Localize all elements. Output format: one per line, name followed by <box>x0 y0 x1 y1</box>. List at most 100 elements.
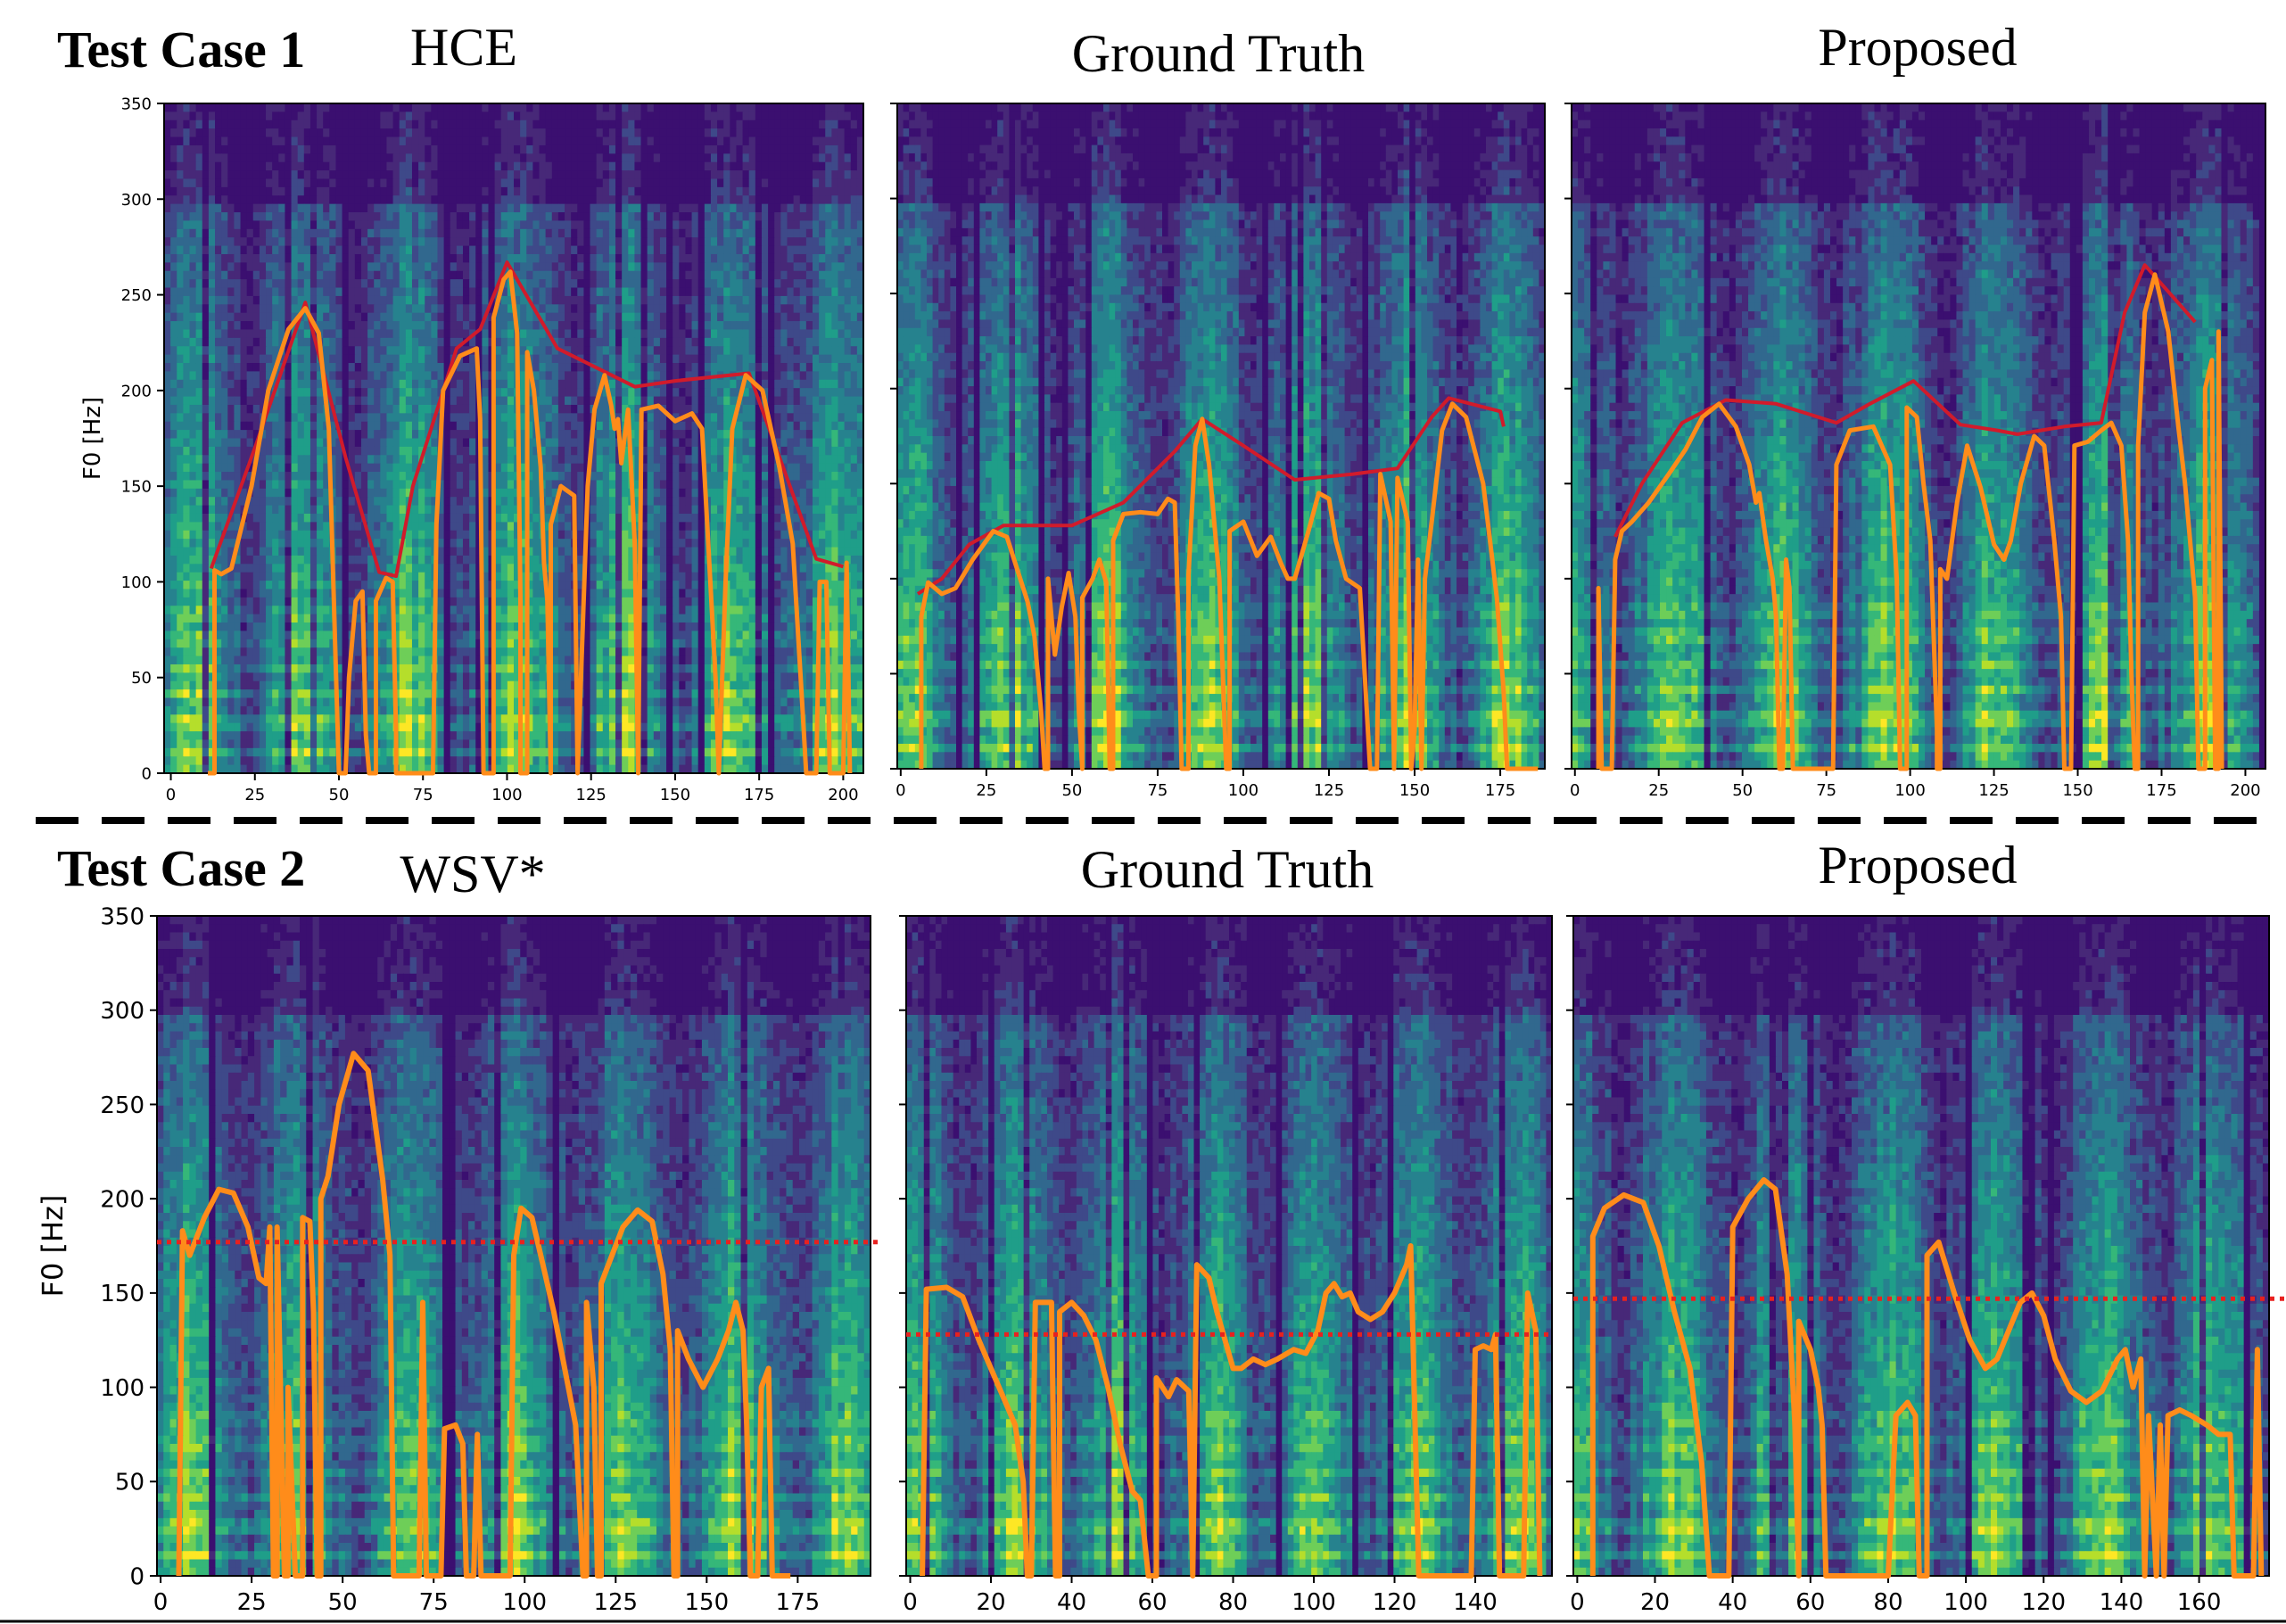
x-tick-label: 0 <box>903 1589 918 1616</box>
y-tick-label: 150 <box>100 1281 144 1307</box>
x-tick-label: 50 <box>329 786 350 804</box>
panel-title-proposed-2: Proposed <box>1818 836 2017 894</box>
x-tick-label: 50 <box>1061 781 1082 800</box>
x-tick-label: 40 <box>1057 1589 1086 1616</box>
envelope-line <box>1613 263 2197 538</box>
x-tick-label: 20 <box>1640 1589 1670 1616</box>
x-tick-label: 100 <box>1944 1589 1988 1616</box>
f0-contour <box>208 269 853 776</box>
x-tick-label: 0 <box>166 786 176 804</box>
x-tick-label: 125 <box>1314 781 1344 800</box>
y-tick-label: 50 <box>115 1470 144 1496</box>
x-tick-label: 160 <box>2177 1589 2222 1616</box>
f0-contour <box>1596 272 2224 771</box>
x-tick-label: 0 <box>1570 781 1580 800</box>
f0-contour <box>176 1051 791 1579</box>
axes-frame <box>896 103 1546 770</box>
axes-frame <box>163 103 864 774</box>
panel-c0p0: 0 50 100 150 200 250 300 350 0 25 50 75 100 125 150 175… <box>79 95 864 804</box>
x-tick-label: 150 <box>685 1589 730 1616</box>
panel-title-hce: HCE <box>410 18 517 77</box>
x-tick-label: 100 <box>1228 781 1259 800</box>
x-tick-label: 120 <box>2021 1589 2066 1616</box>
y-tick-label: 350 <box>121 95 152 113</box>
x-tick-label: 120 <box>1373 1589 1417 1616</box>
spectrogram-c0p1 <box>897 103 1545 769</box>
y-tick-label: 300 <box>100 998 144 1025</box>
envelope-line <box>916 396 1506 596</box>
x-tick-label: 25 <box>237 1589 267 1616</box>
x-tick-label: 0 <box>153 1589 169 1616</box>
y-tick-label: 0 <box>129 1563 144 1590</box>
x-tick-label: 125 <box>1978 781 2009 800</box>
panel-c1p2: 0 20 40 60 80 100 120 140 160 <box>1566 915 2286 1616</box>
x-tick-label: 50 <box>1732 781 1753 800</box>
y-tick-label: 100 <box>121 573 152 592</box>
y-tick-label: 150 <box>121 478 152 497</box>
x-tick-label: 125 <box>576 786 607 804</box>
x-tick-label: 100 <box>502 1589 547 1616</box>
y-axis-label: F0 [Hz] <box>79 397 106 480</box>
x-tick-label: 60 <box>1137 1589 1167 1616</box>
x-tick-label: 80 <box>1873 1589 1902 1616</box>
x-tick-label: 25 <box>1648 781 1669 800</box>
spectrogram-c0p0 <box>164 103 863 773</box>
f0-contour <box>920 1243 1543 1579</box>
panel-c1p0: 0 50 100 150 200 250 300 350 0 25 50 75 100 125 150 175… <box>36 903 878 1616</box>
x-tick-label: 125 <box>593 1589 638 1616</box>
test-case-1-label: Test Case 1 <box>57 21 305 78</box>
x-tick-label: 25 <box>976 781 996 800</box>
x-tick-label: 150 <box>660 786 690 804</box>
x-tick-label: 20 <box>976 1589 1005 1616</box>
test-case-2-label: Test Case 2 <box>57 839 305 897</box>
x-tick-label: 40 <box>1718 1589 1747 1616</box>
x-tick-label: 140 <box>1453 1589 1498 1616</box>
y-tick-label: 50 <box>131 669 152 688</box>
y-tick-label: 250 <box>121 286 152 305</box>
y-tick-label: 350 <box>100 903 144 930</box>
x-tick-label: 75 <box>419 1589 449 1616</box>
panel-title-proposed-1: Proposed <box>1818 18 2017 77</box>
panel-title-wsv: WSV* <box>400 845 545 903</box>
x-tick-label: 75 <box>413 786 433 804</box>
x-tick-label: 50 <box>328 1589 358 1616</box>
x-tick-label: 75 <box>1147 781 1168 800</box>
x-tick-label: 80 <box>1218 1589 1248 1616</box>
x-tick-label: 75 <box>1816 781 1836 800</box>
y-tick-label: 300 <box>121 191 152 210</box>
y-tick-label: 0 <box>142 764 152 783</box>
x-tick-label: 175 <box>744 786 774 804</box>
x-tick-label: 175 <box>2146 781 2176 800</box>
panel-c0p2: 0 25 50 75 100 125 150 175 200 <box>1564 103 2266 800</box>
x-tick-label: 200 <box>828 786 858 804</box>
f0-contour <box>919 401 1539 771</box>
x-tick-label: 0 <box>1570 1589 1585 1616</box>
panel-c1p1: 0 20 40 60 80 100 120 140 <box>899 915 1553 1616</box>
y-axis-label: F0 [Hz] <box>36 1195 70 1298</box>
axes-frame <box>156 915 871 1577</box>
x-tick-label: 100 <box>491 786 522 804</box>
x-tick-label: 100 <box>1292 1589 1336 1616</box>
f0-contour <box>1589 1177 2265 1579</box>
y-tick-label: 100 <box>100 1375 144 1402</box>
x-tick-label: 25 <box>244 786 265 804</box>
x-tick-label: 175 <box>776 1589 821 1616</box>
axes-frame <box>905 915 1553 1577</box>
x-tick-label: 0 <box>895 781 905 800</box>
panel-title-ground-truth-2: Ground Truth <box>1081 840 1374 899</box>
x-tick-label: 200 <box>2230 781 2260 800</box>
x-tick-label: 140 <box>2100 1589 2144 1616</box>
x-tick-label: 150 <box>1399 781 1430 800</box>
axes-frame <box>1571 103 2266 770</box>
x-tick-label: 150 <box>2062 781 2092 800</box>
panel-c0p1: 0 25 50 75 100 125 150 175 <box>890 103 1546 800</box>
x-tick-label: 100 <box>1894 781 1925 800</box>
spectrogram-c1p1 <box>906 916 1552 1576</box>
x-tick-label: 60 <box>1795 1589 1825 1616</box>
y-tick-label: 200 <box>100 1187 144 1214</box>
panel-title-ground-truth-1: Ground Truth <box>1072 24 1365 83</box>
y-tick-label: 250 <box>100 1092 144 1119</box>
y-tick-label: 200 <box>121 382 152 400</box>
